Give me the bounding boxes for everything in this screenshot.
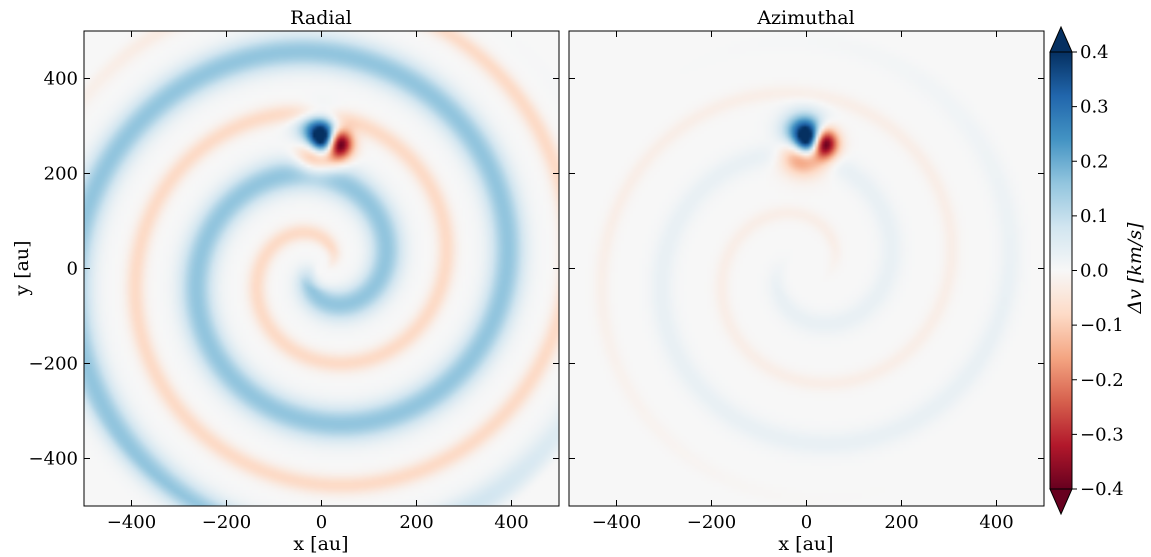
azimuthal-heatmap	[569, 31, 1044, 506]
colorbar: 0.4 0.3 0.2 0.1 0.0 −0.1 −0.2 −0.3 −0.4 Δv [km/s…	[1049, 25, 1146, 516]
colorbar-tick-label: −0.3	[1080, 424, 1124, 445]
radial-panel: Radial −400 −200 0 200 400 −400 −200 0 200 400 x …	[11, 7, 560, 555]
colorbar-gradient	[1050, 52, 1072, 489]
radial-heatmap	[84, 31, 559, 506]
colorbar-label: Δv [km/s]	[1124, 222, 1146, 315]
colorbar-tick-label: 0.2	[1080, 151, 1109, 172]
colorbar-tick-label: 0.0	[1080, 261, 1109, 282]
y-tick-label: 200	[44, 164, 78, 185]
y-tick-label: −400	[29, 449, 78, 470]
x-tick-label: 400	[979, 512, 1013, 533]
radial-xlabel: x [au]	[293, 533, 348, 555]
x-tick-label: 400	[494, 512, 528, 533]
azimuthal-xlabel: x [au]	[778, 533, 833, 555]
colorbar-tick-label: 0.1	[1080, 206, 1109, 227]
colorbar-ticks: 0.4 0.3 0.2 0.1 0.0 −0.1 −0.2 −0.3 −0.4	[1072, 42, 1124, 500]
x-tick-label: 0	[801, 512, 812, 533]
colorbar-tick-label: −0.2	[1080, 370, 1124, 391]
x-tick-label: 0	[316, 512, 327, 533]
x-tick-label: −200	[687, 512, 736, 533]
x-tick-label: −200	[202, 512, 251, 533]
colorbar-tick-label: 0.4	[1080, 42, 1109, 63]
y-tick-label: −200	[29, 354, 78, 375]
colorbar-tick-label: −0.4	[1080, 479, 1124, 500]
radial-ylabel: y [au]	[11, 240, 33, 296]
azimuthal-ticks: −400 −200 0 200 400	[569, 31, 1044, 533]
colorbar-tick-label: −0.1	[1080, 315, 1124, 336]
x-tick-label: −400	[592, 512, 641, 533]
radial-ticks: −400 −200 0 200 400 −400 −200 0 200 400	[29, 31, 559, 533]
azimuthal-title: Azimuthal	[756, 7, 854, 29]
colorbar-extend-min	[1049, 488, 1073, 516]
colorbar-extend-max	[1049, 25, 1073, 53]
x-tick-label: 200	[884, 512, 918, 533]
radial-title: Radial	[290, 7, 352, 29]
azimuthal-panel: Azimuthal −400 −200 0 200 400 x [au]	[568, 7, 1045, 555]
x-tick-label: −400	[107, 512, 156, 533]
y-tick-label: 0	[67, 259, 78, 280]
y-tick-label: 400	[44, 69, 78, 90]
x-tick-label: 200	[399, 512, 433, 533]
colorbar-tick-label: 0.3	[1080, 97, 1109, 118]
